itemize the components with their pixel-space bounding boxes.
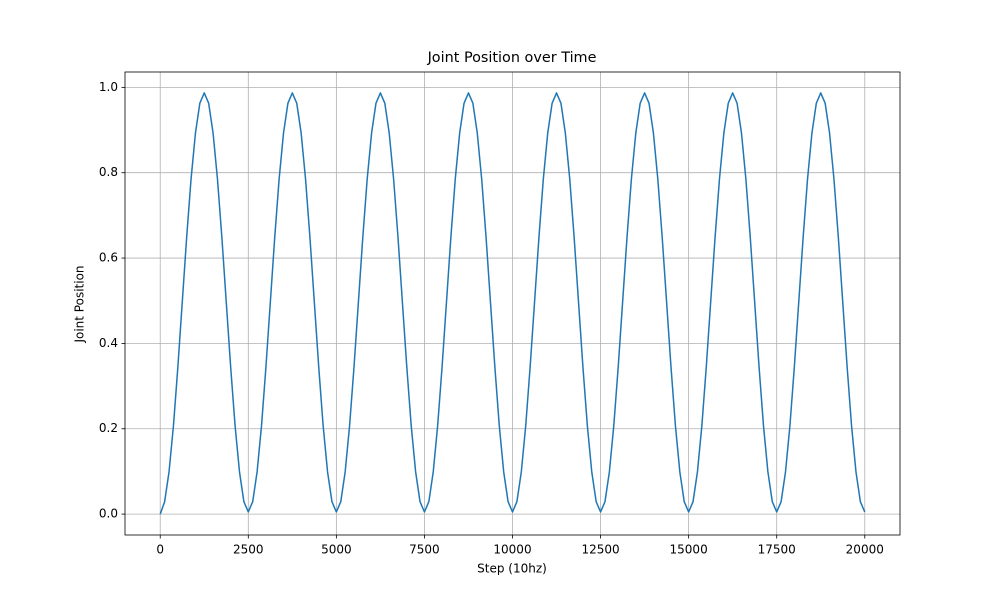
y-tick-label: 0.8 xyxy=(99,165,118,179)
x-tick-label: 12500 xyxy=(581,543,619,557)
x-tick-label: 2500 xyxy=(233,543,264,557)
y-axis-label: Joint Position xyxy=(73,265,87,343)
y-tick-label: 0.0 xyxy=(99,507,118,521)
grid-layer xyxy=(125,72,900,535)
data-line xyxy=(159,92,866,515)
x-tick-label: 5000 xyxy=(321,543,352,557)
y-tick-label: 1.0 xyxy=(99,80,118,94)
x-axis-label: Step (10hz) xyxy=(477,562,547,576)
plot-layer xyxy=(159,92,866,515)
x-tick-label: 10000 xyxy=(493,543,531,557)
y-tick-label: 0.4 xyxy=(99,336,118,350)
x-tick-label: 20000 xyxy=(846,543,884,557)
x-tick-label: 0 xyxy=(156,543,164,557)
y-tick-label: 0.6 xyxy=(99,251,118,265)
x-tick-label: 17500 xyxy=(758,543,796,557)
y-tick-label: 0.2 xyxy=(99,421,118,435)
chart-title: Joint Position over Time xyxy=(427,50,597,66)
x-tick-label: 7500 xyxy=(409,543,440,557)
x-tick-label: 15000 xyxy=(670,543,708,557)
